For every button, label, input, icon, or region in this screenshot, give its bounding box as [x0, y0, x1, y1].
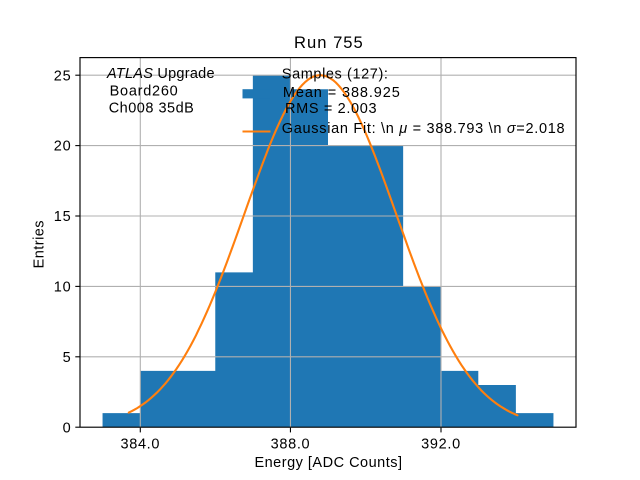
svg-text:Run 755: Run 755 — [294, 33, 364, 52]
svg-text:25: 25 — [54, 68, 72, 84]
svg-text:20: 20 — [54, 139, 72, 155]
svg-text:384.0: 384.0 — [120, 437, 160, 453]
svg-text:Board260: Board260 — [110, 84, 179, 100]
svg-text:5: 5 — [63, 350, 72, 366]
svg-text:388.0: 388.0 — [271, 437, 311, 453]
svg-text:ATLAS Upgrade: ATLAS Upgrade — [106, 66, 215, 82]
svg-text:10: 10 — [54, 280, 72, 296]
svg-text:Gaussian Fit: \n μ = 388.793 \: Gaussian Fit: \n μ = 388.793 \n σ=2.018 — [282, 121, 565, 137]
svg-text:RMS = 2.003: RMS = 2.003 — [285, 101, 377, 117]
svg-text:0: 0 — [63, 420, 72, 436]
svg-text:Mean = 388.925: Mean = 388.925 — [283, 85, 401, 101]
svg-text:Ch008 35dB: Ch008 35dB — [109, 101, 195, 117]
svg-text:392.0: 392.0 — [421, 437, 461, 453]
svg-text:Entries: Entries — [32, 220, 48, 268]
svg-text:Energy [ADC Counts]: Energy [ADC Counts] — [254, 455, 402, 471]
svg-text:Samples (127):: Samples (127): — [282, 67, 389, 83]
svg-text:15: 15 — [54, 209, 72, 225]
